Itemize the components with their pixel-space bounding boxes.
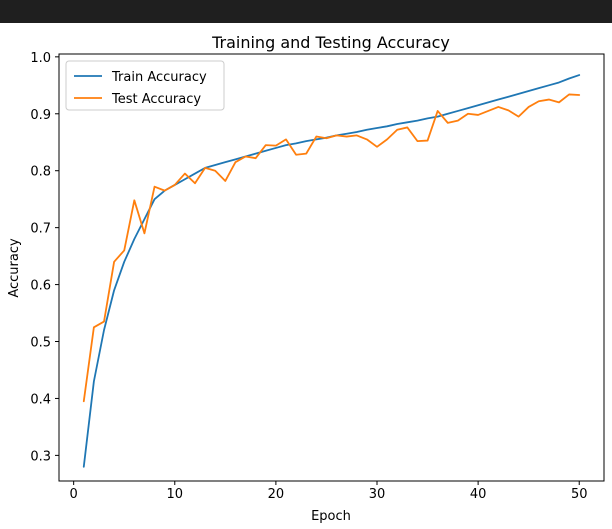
series-line-train-accuracy [82, 74, 581, 468]
x-tick-label: 20 [268, 487, 285, 502]
legend-box [65, 60, 225, 111]
y-tick-label: 0.6 [30, 279, 51, 294]
x-tick-label: 30 [369, 487, 386, 502]
series-line-test-accuracy [82, 93, 581, 403]
x-tick-label: 50 [571, 487, 588, 502]
y-tick-label: 0.7 [30, 222, 51, 237]
y-tick-label: 0.3 [30, 449, 51, 464]
y-tick-label: 0.4 [30, 392, 51, 407]
x-tick-label: 40 [470, 487, 487, 502]
y-tick-label: 0.5 [30, 336, 51, 351]
y-tick-label: 0.9 [30, 108, 51, 123]
y-tick-label: 0.8 [30, 165, 51, 180]
plot-area: 0 10 20 30 40 50 0.3 0.4 0.5 0.6 0.7 0.8 0.9 1.0 Train… [30, 51, 605, 502]
x-tick-label: 0 [70, 487, 78, 502]
x-tick-label: 10 [167, 487, 184, 502]
y-tick-label: 1.0 [30, 51, 51, 66]
chart-title: Training and Testing Accuracy [211, 33, 450, 52]
legend-label-test-accuracy: Test Accuracy [111, 92, 201, 107]
legend-label-train-accuracy: Train Accuracy [111, 70, 207, 85]
y-axis-label: Accuracy [7, 238, 22, 298]
window-title-bar [0, 0, 612, 23]
x-axis-label: Epoch [311, 509, 351, 524]
plot-frame [58, 53, 605, 482]
